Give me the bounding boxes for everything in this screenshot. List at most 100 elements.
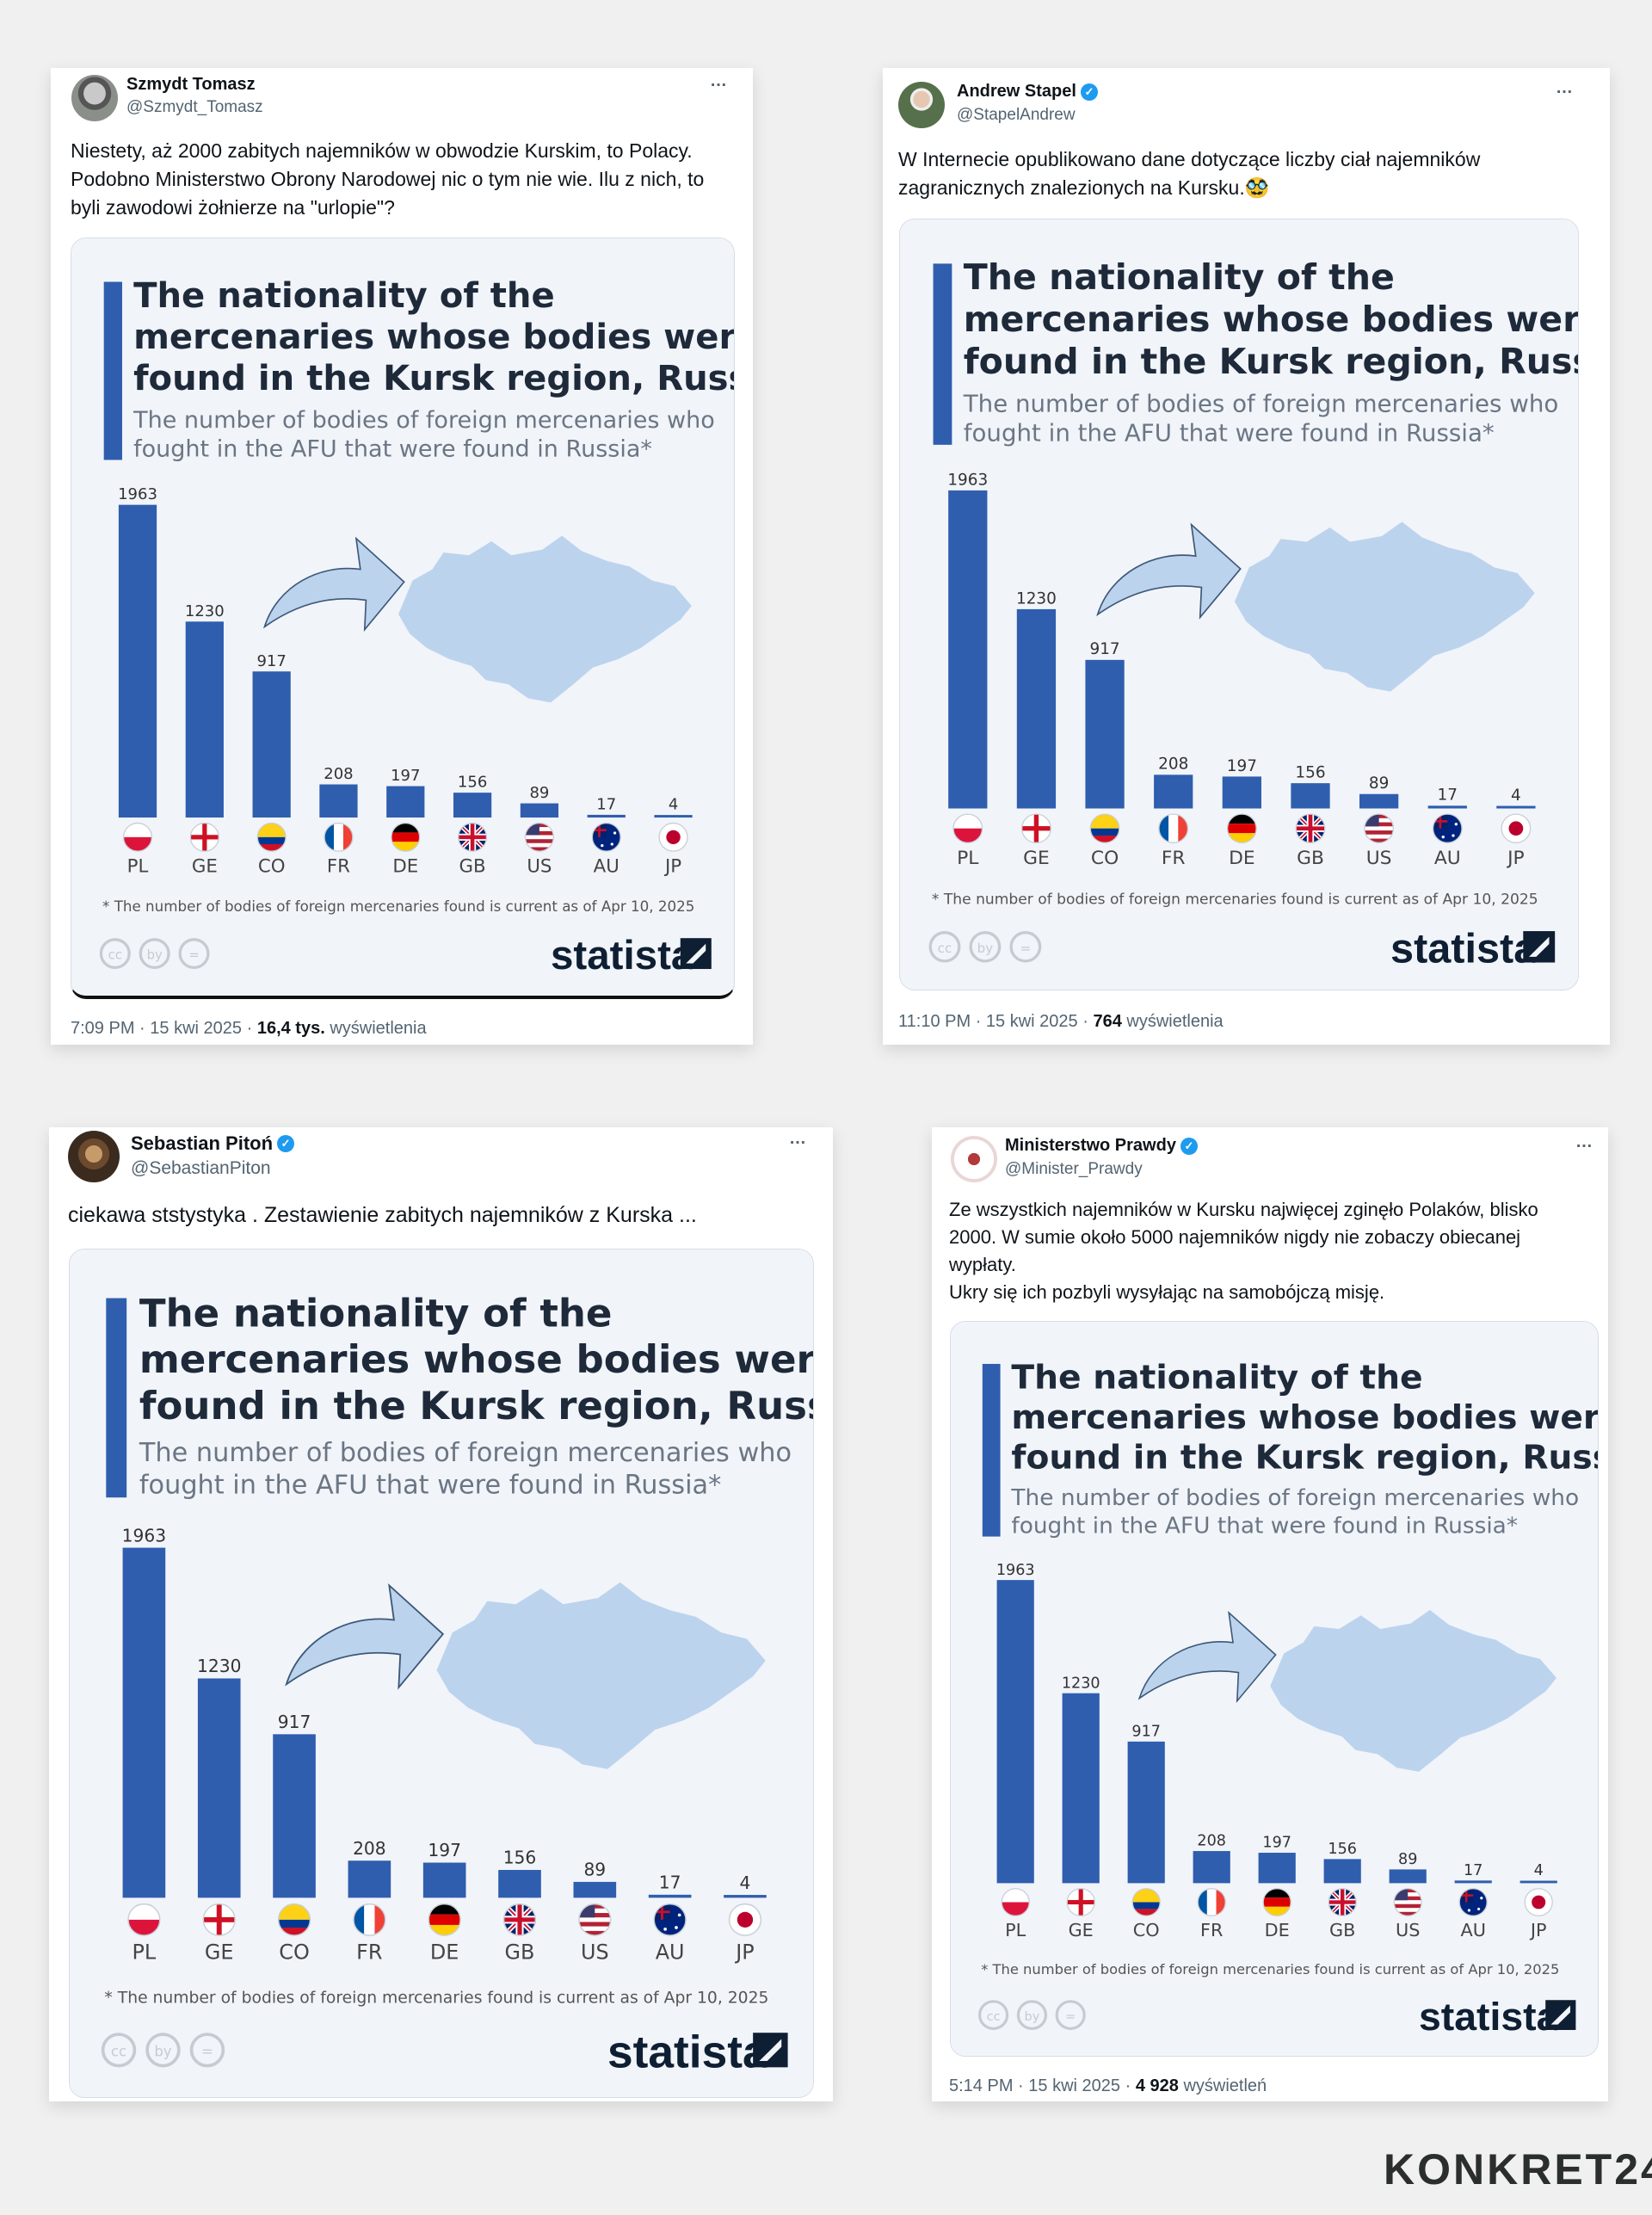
chart-image[interactable]: The nationality of the mercenaries whose … [69,1249,814,2098]
konkret24-logo: KONKRET24 [1384,2145,1652,2193]
tweet-date[interactable]: 15 kwi 2025 [150,1019,243,1038]
separator: · [975,1012,982,1031]
more-options-icon[interactable]: … [789,1129,807,1148]
chart-image[interactable]: The nationality of the mercenaries whose … [950,1321,1599,2057]
tweet-text: W Internecie opublikowano dane dotyczące… [898,145,1480,202]
bar-value-label: 17 [1464,1862,1482,1879]
author-name[interactable]: Ministerstwo Prawdy ✓ [1005,1136,1198,1156]
tweet-date[interactable]: 15 kwi 2025 [1028,2076,1121,2095]
avatar[interactable] [71,75,118,121]
tweet-date[interactable]: 15 kwi 2025 [985,1012,1078,1031]
author-handle[interactable]: @Minister_Prawdy [1005,1160,1143,1178]
bar-GE [185,621,224,818]
bar-value-label: 1230 [197,1656,241,1676]
views-label: wyświetlenia [330,1019,427,1038]
tweet-card: Andrew Stapel ✓ @StapelAndrew … W Interne… [883,68,1610,1045]
author-name-text: Ministerstwo Prawdy [1005,1136,1176,1155]
avatar[interactable] [898,82,945,128]
statista-logo-mark [1545,2000,1576,2030]
colombia-flag-icon [256,822,287,852]
avatar[interactable] [951,1136,997,1182]
bar-value-label: 4 [669,796,678,814]
tweet-time[interactable]: 7:09 PM [71,1019,135,1038]
separator: · [1018,2076,1024,2095]
tweet-meta: 11:10 PM · 15 kwi 2025 · 764 wyświetleni… [898,1012,1224,1032]
chart-subtitle-line: The number of bodies of foreign mercenar… [1010,1485,1579,1511]
category-label: GE [1023,848,1050,869]
colombia-flag-icon [277,1903,311,1936]
bar-JP [724,1895,767,1898]
japan-flag-icon [1524,1888,1553,1916]
license-icon-label: by [1025,2010,1040,2024]
bar-value-label: 17 [596,795,616,813]
license-icon [139,938,170,970]
tweet-meta: 7:09 PM · 15 kwi 2025 · 16,4 tys. wyświe… [71,1019,427,1039]
england-flag-icon [202,1903,236,1936]
tweet-text: Ze wszystkich najemników w Kursku najwię… [949,1196,1538,1306]
category-label: CO [279,1940,309,1965]
chart-subtitle-line: The number of bodies of foreign mercenar… [963,391,1559,418]
category-label: FR [1200,1920,1223,1940]
license-icon-label: cc [938,941,952,956]
bar-value-label: 917 [1089,640,1119,658]
chart-footnote: * The number of bodies of foreign mercen… [104,1990,768,2008]
tweet-text-line: Ukry się ich pozbyli wysyłając na samobó… [949,1281,1385,1303]
tweet-time[interactable]: 11:10 PM [898,1012,971,1031]
license-icon-label: by [154,2044,172,2060]
bar-value-label: 1230 [1016,589,1057,608]
chart-title-line: found in the Kursk region, Russia [139,1383,813,1428]
more-options-icon[interactable]: … [710,71,728,90]
bar-value-label: 208 [324,765,353,783]
tweet-text-line: Ze wszystkich najemników w Kursku najwię… [949,1199,1538,1220]
author-handle[interactable]: @Szmydt_Tomasz [126,98,263,116]
kursk-region-map [436,1582,766,1769]
author-name[interactable]: Szmydt Tomasz [126,75,256,95]
chart-subtitle-line: fought in the AFU that were found in Rus… [964,420,1495,447]
bar-value-label: 156 [503,1848,537,1868]
separator: · [139,1019,145,1038]
statista-logo-mark [753,2033,788,2068]
chart-image[interactable]: The nationality of the mercenaries whose … [71,238,735,999]
license-icon-label: by [977,941,994,956]
bar-JP [654,815,693,818]
poland-flag-icon [952,813,983,843]
license-icon [1009,931,1042,963]
tweet-time[interactable]: 5:14 PM [949,2076,1014,2095]
avatar[interactable] [68,1131,120,1182]
bar-AU [648,1894,692,1898]
category-label: FR [356,1940,382,1965]
category-label: US [1366,848,1392,869]
arrow-icon [262,536,405,632]
views-label: wyświetleń [1183,2076,1267,2095]
chart-title-line: found in the Kursk region, Russia [964,341,1578,382]
bar-AU [1454,1880,1492,1884]
colombia-flag-icon [1131,1888,1161,1916]
bar-FR [1154,774,1193,809]
tweet-text-line: wypłaty. [949,1254,1016,1275]
bar-value-label: 1963 [996,1562,1035,1579]
author-handle[interactable]: @SebastianPiton [131,1158,271,1178]
author-handle[interactable]: @StapelAndrew [957,106,1076,124]
poland-flag-icon [127,1903,161,1936]
bar-value-label: 917 [256,652,286,670]
category-label: CO [1091,848,1119,869]
more-options-icon[interactable]: … [1556,78,1574,97]
statista-logo-mark-slash [686,943,706,964]
bar-GB [498,1870,541,1898]
bar-value-label: 156 [1328,1841,1357,1858]
tweet-text-line: Podobno Ministerstwo Obrony Narodowej ni… [71,168,705,190]
more-options-icon[interactable]: … [1575,1132,1593,1151]
license-icon [178,938,210,970]
bar-value-label: 208 [353,1838,386,1859]
author-name[interactable]: Sebastian Pitoń ✓ [131,1132,295,1155]
category-label: AU [656,1940,685,1965]
germany-flag-icon [1262,1888,1291,1916]
bar-value-label: 1963 [947,471,988,489]
bar-DE [422,1862,466,1898]
bar-value-label: 197 [1262,1835,1291,1852]
author-name[interactable]: Andrew Stapel ✓ [957,82,1098,102]
chart-image[interactable]: The nationality of the mercenaries whose … [899,219,1579,990]
bar-value-label: 4 [1534,1862,1544,1879]
